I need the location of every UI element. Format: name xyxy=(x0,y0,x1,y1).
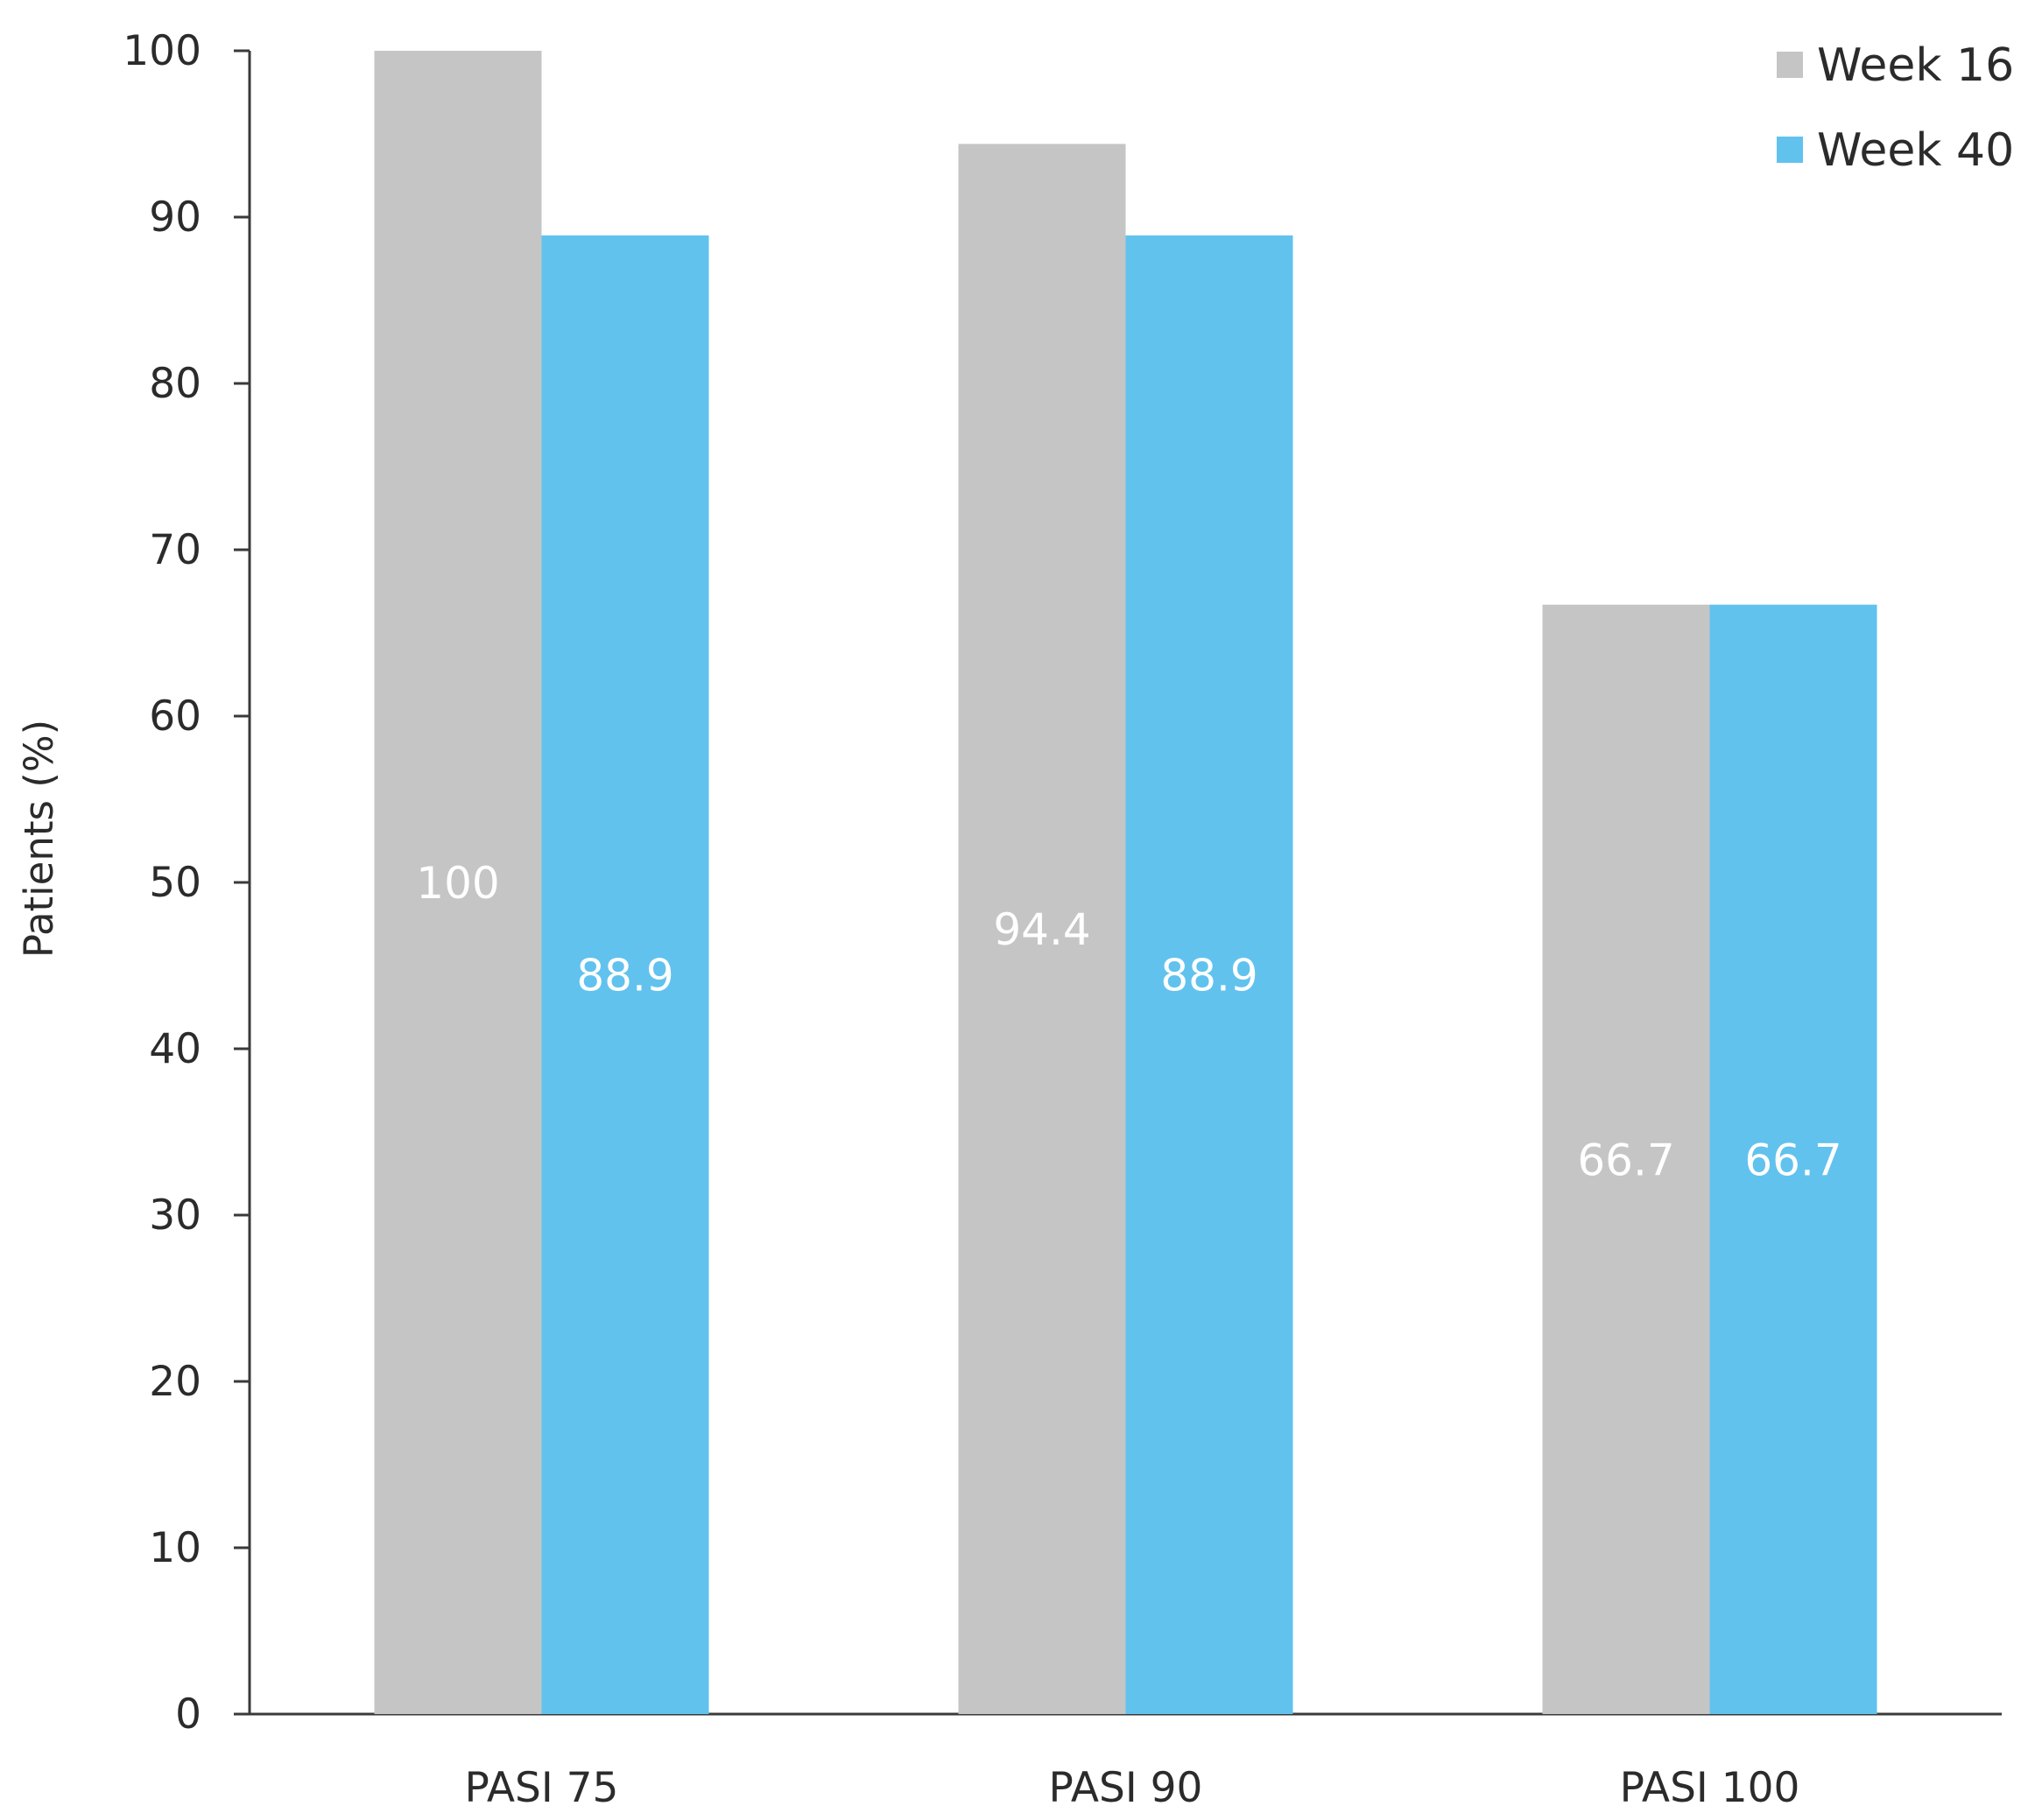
y-tick-label: 50 xyxy=(149,859,201,907)
bar-value-label: 88.9 xyxy=(1160,950,1257,1001)
x-category-label: PASI 100 xyxy=(1620,1764,1800,1812)
x-category-label: PASI 90 xyxy=(1049,1764,1203,1812)
y-tick-label: 60 xyxy=(149,692,201,741)
bar xyxy=(958,144,1126,1714)
legend-swatch xyxy=(1777,52,1803,78)
bar-value-label: 66.7 xyxy=(1744,1135,1841,1185)
bar xyxy=(541,235,709,1714)
y-tick-label: 20 xyxy=(149,1358,201,1406)
y-tick-label: 90 xyxy=(149,193,201,242)
legend-label: Week 40 xyxy=(1817,124,2014,177)
bar-value-label: 100 xyxy=(416,858,499,909)
y-axis: 0 10 20 30 40 50 60 70 80 90 100 xyxy=(123,27,251,1739)
legend-label: Week 16 xyxy=(1817,39,2014,92)
y-tick-label: 100 xyxy=(123,27,201,75)
y-axis-title: Patients (%) xyxy=(16,720,62,958)
y-tick-label: 70 xyxy=(149,526,201,574)
bar xyxy=(1709,604,1877,1715)
bar-value-label: 66.7 xyxy=(1577,1135,1674,1185)
legend-swatch xyxy=(1777,137,1803,163)
bar-value-label: 88.9 xyxy=(576,950,673,1001)
bar xyxy=(1542,604,1710,1715)
bars xyxy=(374,51,1877,1715)
data-labels: 100 88.9 94.4 88.9 66.7 66.7 xyxy=(416,858,1841,1185)
y-tick-label: 30 xyxy=(149,1191,201,1240)
bar xyxy=(374,51,542,1714)
y-tick-label: 0 xyxy=(175,1690,201,1739)
x-category-label: PASI 75 xyxy=(465,1764,619,1812)
y-tick-label: 80 xyxy=(149,360,201,408)
legend: Week 16 Week 40 xyxy=(1777,39,2014,177)
bar xyxy=(1125,235,1293,1714)
bar-value-label: 94.4 xyxy=(993,904,1090,955)
y-tick-label: 40 xyxy=(149,1025,201,1073)
y-tick-label: 10 xyxy=(149,1524,201,1572)
x-axis: PASI 75 PASI 90 PASI 100 xyxy=(234,1712,2002,1812)
